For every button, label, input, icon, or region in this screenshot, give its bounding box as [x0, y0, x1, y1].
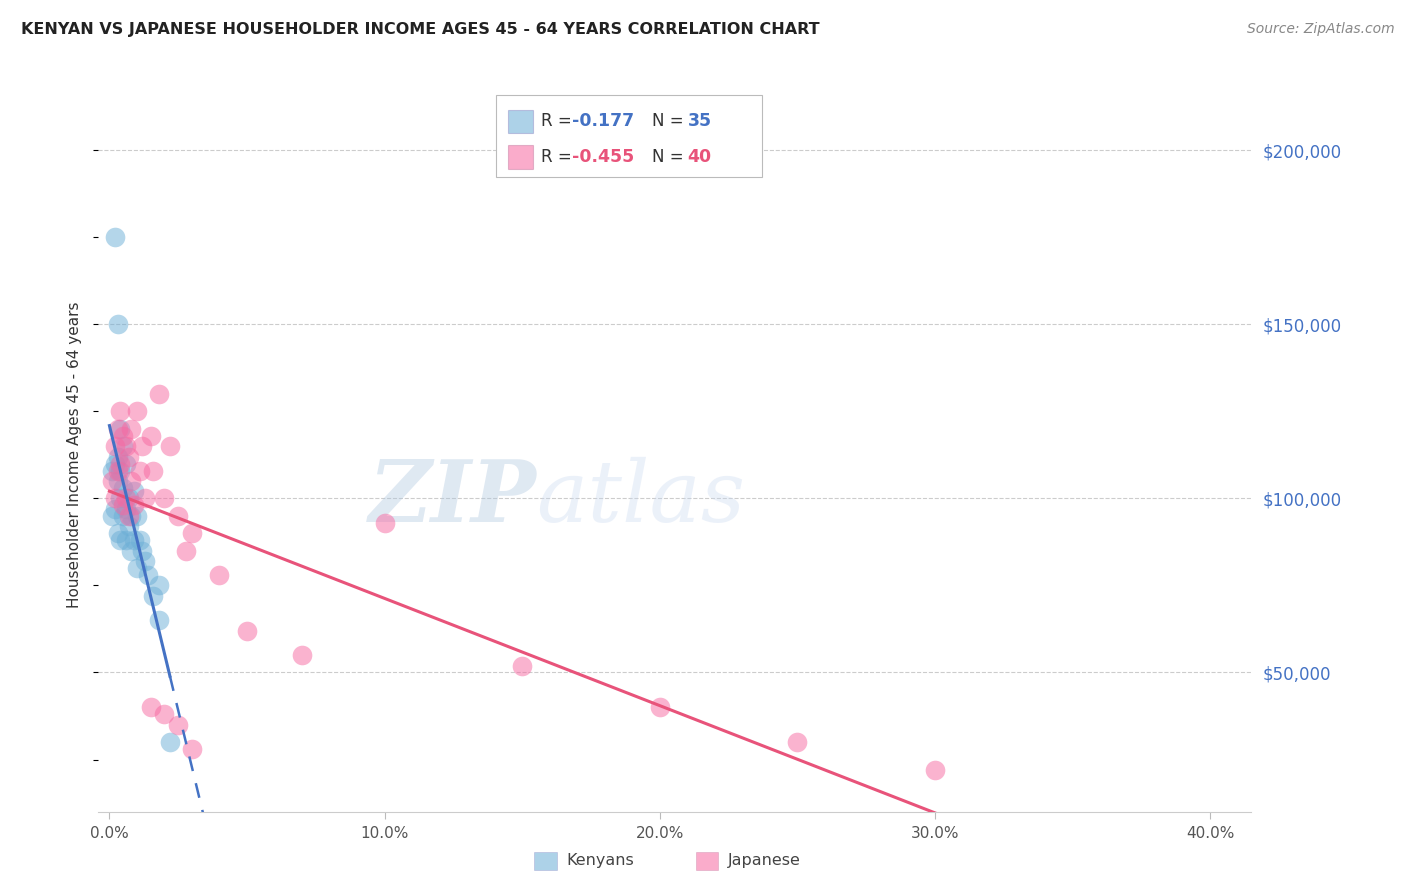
Point	[115, 533, 138, 548]
Point	[131, 543, 153, 558]
Point	[118, 491, 141, 506]
Point	[120, 422, 142, 436]
Point	[128, 533, 150, 548]
Point	[104, 230, 127, 244]
Point	[115, 457, 138, 471]
Text: N =: N =	[652, 148, 689, 166]
Point	[101, 474, 124, 488]
Point	[374, 516, 396, 530]
Point	[110, 491, 132, 506]
Point	[159, 439, 181, 453]
Point	[115, 439, 138, 453]
Point	[118, 508, 141, 523]
Point	[148, 578, 170, 592]
Text: 35: 35	[688, 112, 711, 130]
Point	[110, 533, 132, 548]
Point	[107, 526, 129, 541]
Point	[122, 533, 145, 548]
Point	[107, 464, 129, 478]
Point	[107, 474, 129, 488]
Point	[131, 439, 153, 453]
Point	[112, 499, 135, 513]
Point	[924, 763, 946, 777]
Point	[110, 464, 132, 478]
Y-axis label: Householder Income Ages 45 - 64 years: Householder Income Ages 45 - 64 years	[67, 301, 83, 608]
Point	[101, 464, 124, 478]
Point	[236, 624, 259, 638]
Point	[115, 501, 138, 516]
Point	[112, 481, 135, 495]
Point	[120, 508, 142, 523]
Point	[120, 543, 142, 558]
Text: Japanese: Japanese	[728, 854, 801, 868]
Point	[134, 554, 156, 568]
Text: R =: R =	[541, 112, 578, 130]
Point	[118, 519, 141, 533]
Point	[104, 457, 127, 471]
Text: ZIP: ZIP	[368, 456, 537, 540]
Point	[167, 508, 190, 523]
Point	[148, 387, 170, 401]
Point	[122, 499, 145, 513]
Point	[112, 439, 135, 453]
Text: atlas: atlas	[537, 457, 745, 539]
Point	[128, 464, 150, 478]
Point	[153, 491, 176, 506]
Point	[110, 422, 132, 436]
Point	[107, 422, 129, 436]
Point	[110, 457, 132, 471]
Point	[134, 491, 156, 506]
Point	[115, 491, 138, 506]
Point	[181, 742, 204, 756]
Text: N =: N =	[652, 112, 689, 130]
Text: R =: R =	[541, 148, 578, 166]
Text: -0.455: -0.455	[572, 148, 634, 166]
Point	[181, 526, 204, 541]
Point	[104, 501, 127, 516]
Point	[648, 700, 671, 714]
Point	[139, 700, 162, 714]
Point	[122, 484, 145, 499]
Text: 40: 40	[688, 148, 711, 166]
Point	[136, 568, 159, 582]
Point	[125, 561, 148, 575]
Point	[101, 508, 124, 523]
Point	[142, 464, 165, 478]
Text: -0.177: -0.177	[572, 112, 634, 130]
Point	[510, 658, 533, 673]
Text: Kenyans: Kenyans	[567, 854, 634, 868]
Point	[120, 474, 142, 488]
Point	[107, 318, 129, 332]
Point	[167, 717, 190, 731]
Point	[153, 707, 176, 722]
Point	[291, 648, 314, 662]
Text: KENYAN VS JAPANESE HOUSEHOLDER INCOME AGES 45 - 64 YEARS CORRELATION CHART: KENYAN VS JAPANESE HOUSEHOLDER INCOME AG…	[21, 22, 820, 37]
Point	[786, 735, 808, 749]
Point	[139, 429, 162, 443]
Point	[112, 508, 135, 523]
Point	[112, 429, 135, 443]
Point	[148, 613, 170, 627]
Point	[125, 508, 148, 523]
Point	[142, 589, 165, 603]
Point	[110, 404, 132, 418]
Point	[118, 450, 141, 464]
Point	[107, 450, 129, 464]
Text: Source: ZipAtlas.com: Source: ZipAtlas.com	[1247, 22, 1395, 37]
Point	[208, 568, 231, 582]
Point	[125, 404, 148, 418]
Point	[176, 543, 198, 558]
Point	[159, 735, 181, 749]
Point	[104, 439, 127, 453]
Point	[104, 491, 127, 506]
